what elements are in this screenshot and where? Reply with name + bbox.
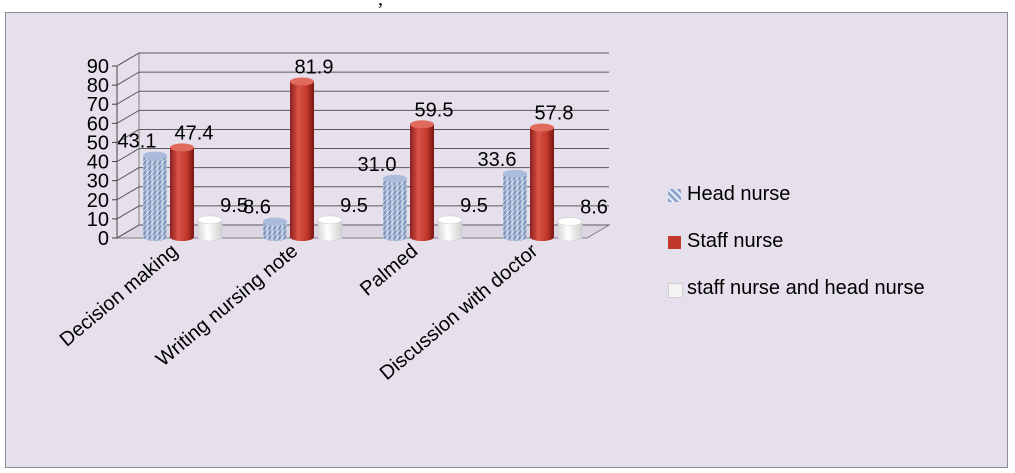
bar-top <box>290 77 314 86</box>
bar <box>263 217 287 241</box>
x-category-label: Palmed <box>356 240 422 300</box>
bar-body <box>503 173 527 241</box>
bar-top <box>557 217 583 226</box>
data-label: 9.5 <box>460 195 488 217</box>
bar-body <box>383 178 407 241</box>
bar-top <box>383 174 407 183</box>
bar-body <box>143 155 167 241</box>
bar-top <box>437 215 463 225</box>
bar <box>197 215 223 242</box>
legend-swatch <box>668 283 683 298</box>
bar-top <box>410 120 434 129</box>
data-label: 33.6 <box>478 149 517 171</box>
bar <box>170 143 194 241</box>
bar-top <box>530 123 554 132</box>
legend-label: Staff nurse <box>687 230 784 252</box>
y-tick-label: 90 <box>87 56 109 78</box>
bar <box>530 123 554 241</box>
data-label: 43.1 <box>118 131 157 153</box>
y-tick-label: 40 <box>87 152 109 174</box>
bar-body <box>530 127 554 241</box>
gridline <box>116 205 609 220</box>
bar-body <box>263 221 287 241</box>
bar-top <box>170 143 194 152</box>
top-text: , <box>378 0 383 11</box>
data-label: 81.9 <box>295 56 334 78</box>
bar-body <box>557 221 583 242</box>
y-tick-label: 80 <box>87 75 109 97</box>
data-label: 57.8 <box>535 103 574 125</box>
bar <box>383 174 407 241</box>
bar-body <box>410 124 434 241</box>
gridline <box>116 128 609 143</box>
x-category-label: Decision making <box>56 240 183 351</box>
data-label: 9.5 <box>340 195 368 217</box>
bar <box>290 77 314 241</box>
gridline <box>116 90 609 105</box>
gridline <box>116 148 609 162</box>
bar-body <box>197 219 223 242</box>
bar-top <box>143 151 167 160</box>
bar-body <box>290 81 314 241</box>
gridline <box>116 186 609 201</box>
y-tick-label: 30 <box>87 171 109 193</box>
legend-swatch <box>668 189 681 202</box>
gridline <box>116 52 609 67</box>
gridline <box>116 109 609 124</box>
bar-top <box>197 215 223 225</box>
bar <box>317 215 343 242</box>
bar <box>437 215 463 242</box>
y-tick-label: 70 <box>87 94 109 116</box>
page-top-strip: , <box>0 0 1015 12</box>
bar <box>410 120 434 241</box>
gridline <box>116 167 609 182</box>
bar-body <box>317 219 343 242</box>
legend-swatch <box>668 236 681 249</box>
bar-body <box>437 219 463 242</box>
bar <box>143 151 167 241</box>
gridline <box>116 71 609 86</box>
y-tick-label: 20 <box>87 190 109 212</box>
bar-top <box>503 169 527 178</box>
bar-top <box>317 215 343 225</box>
y-tick-label: 50 <box>87 132 109 154</box>
y-tick-label: 60 <box>87 113 109 135</box>
legend-label: Head nurse <box>687 183 791 205</box>
bar <box>557 217 583 242</box>
y-tick-label: 10 <box>87 209 109 231</box>
bar-top <box>263 217 287 226</box>
bar-body <box>170 147 194 241</box>
data-label: 59.5 <box>415 99 454 121</box>
data-label: 8.6 <box>580 197 608 219</box>
data-label: 47.4 <box>175 122 214 144</box>
bar <box>503 169 527 241</box>
data-label: 31.0 <box>358 154 397 176</box>
data-label: 8.6 <box>243 197 271 219</box>
chart-area <box>5 12 1008 468</box>
data-label: 9.5 <box>220 195 248 217</box>
legend-label: staff nurse and head nurse <box>687 277 925 299</box>
y-tick-label: 0 <box>98 228 109 250</box>
